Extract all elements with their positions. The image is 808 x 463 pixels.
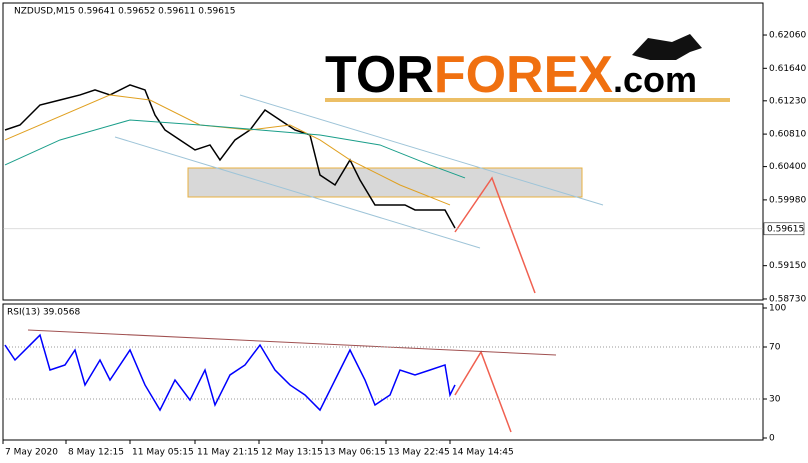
y-tick-label: 0.59980 (769, 195, 806, 205)
x-tick-label: 11 May 21:15 (197, 448, 259, 458)
y-tick-label: 30 (769, 395, 781, 405)
logo: TORFOREX.com (325, 46, 697, 104)
logo-part: FOREX (434, 46, 613, 104)
price-panel (2, 2, 764, 301)
y-tick-label: 0.62060 (769, 31, 806, 41)
rsi-panel (2, 303, 764, 441)
x-tick-label: 8 May 12:15 (68, 448, 124, 458)
bull-icon (632, 34, 702, 60)
logo-part: .com (613, 59, 697, 100)
y-tick-label: 70 (769, 343, 781, 353)
x-tick-label: 13 May 06:15 (324, 448, 386, 458)
series-line (4, 333, 456, 412)
y-tick-label: 0.58730 (769, 294, 806, 304)
rsi-title: RSI(13) 39.0568 (7, 308, 80, 318)
annotations (27, 94, 730, 433)
zone (187, 167, 583, 198)
rsi-trend (27, 329, 557, 356)
last-price-box (763, 222, 805, 236)
x-tick-label: 11 May 05:15 (132, 448, 194, 458)
forecast-arrow (454, 176, 536, 294)
series-line (4, 84, 456, 229)
logo-part: TOR (325, 46, 434, 104)
channel-line (114, 136, 481, 249)
x-tick-label: 7 May 2020 (5, 448, 58, 458)
series-line (4, 119, 466, 179)
y-tick-label: 0 (769, 434, 775, 444)
y-tick-label: 0.59150 (769, 261, 806, 271)
forecast-arrow (454, 350, 512, 433)
y-tick-label: 100 (769, 304, 786, 314)
y-tick-label: 0.61640 (769, 64, 806, 74)
y-tick-label: 0.60400 (769, 162, 806, 172)
y-tick-label: 0.60810 (769, 130, 806, 140)
x-tick-label: 14 May 14:45 (452, 448, 514, 458)
channel-line (239, 94, 604, 206)
x-tick-label: 12 May 13:15 (261, 448, 323, 458)
y-tick-label: 0.61230 (769, 96, 806, 106)
series-line (4, 94, 451, 206)
last-price-label: 0.59615 (767, 224, 804, 234)
x-tick-label: 13 May 22:45 (388, 448, 450, 458)
chart-title: NZDUSD,M15 0.59641 0.59652 0.59611 0.596… (14, 7, 235, 17)
